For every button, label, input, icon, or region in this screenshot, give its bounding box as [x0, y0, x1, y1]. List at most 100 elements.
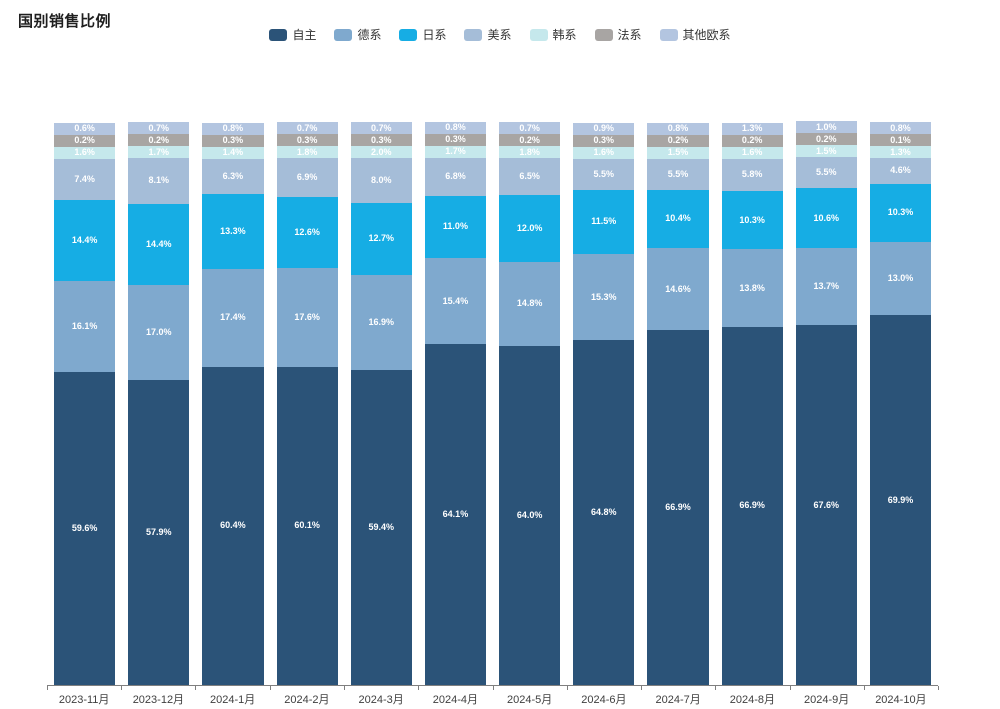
segment-德系-2024-6月[interactable]: 15.3% — [573, 254, 635, 341]
segment-value-label: 0.7% — [371, 122, 392, 133]
segment-韩系-2024-2月[interactable]: 1.8% — [276, 146, 338, 159]
segment-日系-2024-4月[interactable]: 11.0% — [424, 195, 487, 258]
segment-日系-2024-3月[interactable]: 12.7% — [350, 203, 412, 275]
segment-自主-2024-5月[interactable]: 64.0% — [499, 345, 561, 685]
segment-日系-2024-10月[interactable]: 10.3% — [869, 183, 932, 242]
segment-美系-2024-10月[interactable]: 4.6% — [869, 158, 932, 184]
x-axis-label-2024-2月: 2024-2月 — [284, 694, 330, 706]
segment-自主-2023-12月[interactable]: 57.9% — [128, 380, 190, 685]
segment-其他欧系-2024-6月[interactable]: 0.9% — [573, 122, 635, 135]
segment-法系-2024-3月[interactable]: 0.3% — [350, 134, 412, 147]
segment-韩系-2024-1月[interactable]: 1.4% — [202, 146, 264, 159]
segment-德系-2024-5月[interactable]: 14.8% — [499, 262, 561, 346]
segment-德系-2024-10月[interactable]: 13.0% — [869, 241, 932, 316]
segment-其他欧系-2024-8月[interactable]: 1.3% — [721, 122, 783, 135]
segment-韩系-2023-12月[interactable]: 1.7% — [128, 146, 190, 159]
bar-2024-2月: 60.1% 17.6% 12.6% 6.9% 1.8% 0.3% 0.7% — [276, 122, 338, 685]
segment-韩系-2024-3月[interactable]: 2.0% — [350, 146, 412, 159]
segment-自主-2024-3月[interactable]: 59.4% — [350, 369, 412, 685]
segment-德系-2024-1月[interactable]: 17.4% — [202, 268, 264, 367]
segment-德系-2024-9月[interactable]: 13.7% — [795, 248, 857, 326]
segment-美系-2024-1月[interactable]: 6.3% — [202, 158, 264, 195]
segment-其他欧系-2023-12月[interactable]: 0.7% — [128, 122, 190, 135]
segment-韩系-2024-6月[interactable]: 1.6% — [573, 146, 635, 159]
segment-日系-2024-8月[interactable]: 10.3% — [721, 191, 783, 250]
legend-item-自主[interactable]: 自主 — [269, 26, 316, 43]
segment-德系-2024-3月[interactable]: 16.9% — [350, 274, 412, 370]
segment-美系-2024-4月[interactable]: 6.8% — [424, 157, 487, 196]
segment-其他欧系-2024-5月[interactable]: 0.7% — [499, 122, 561, 135]
segment-德系-2023-12月[interactable]: 17.0% — [128, 284, 190, 381]
segment-法系-2024-7月[interactable]: 0.2% — [647, 134, 709, 147]
segment-value-label: 59.4% — [368, 521, 395, 532]
legend-item-德系[interactable]: 德系 — [334, 26, 381, 43]
segment-其他欧系-2024-7月[interactable]: 0.8% — [647, 122, 709, 135]
segment-其他欧系-2024-4月[interactable]: 0.8% — [424, 121, 487, 134]
segment-value-label: 1.0% — [816, 121, 837, 132]
segment-其他欧系-2024-1月[interactable]: 0.8% — [202, 122, 264, 135]
segment-德系-2024-8月[interactable]: 13.8% — [721, 249, 783, 327]
segment-法系-2023-12月[interactable]: 0.2% — [128, 134, 190, 147]
segment-自主-2024-9月[interactable]: 67.6% — [795, 325, 857, 685]
segment-自主-2024-2月[interactable]: 60.1% — [276, 366, 338, 685]
segment-自主-2023-11月[interactable]: 59.6% — [54, 371, 116, 685]
segment-德系-2024-7月[interactable]: 14.6% — [647, 248, 709, 331]
segment-其他欧系-2024-3月[interactable]: 0.7% — [350, 122, 412, 135]
segment-美系-2024-7月[interactable]: 5.5% — [647, 158, 709, 190]
segment-日系-2024-5月[interactable]: 12.0% — [499, 194, 561, 263]
segment-法系-2024-5月[interactable]: 0.2% — [499, 134, 561, 147]
segment-其他欧系-2024-9月[interactable]: 1.0% — [795, 121, 857, 134]
segment-自主-2024-6月[interactable]: 64.8% — [573, 340, 635, 685]
segment-美系-2024-9月[interactable]: 5.5% — [795, 157, 857, 189]
segment-法系-2024-10月[interactable]: 0.1% — [869, 134, 932, 147]
segment-其他欧系-2023-11月[interactable]: 0.6% — [54, 122, 116, 135]
segment-德系-2024-2月[interactable]: 17.6% — [276, 267, 338, 367]
segment-日系-2024-7月[interactable]: 10.4% — [647, 189, 709, 249]
segment-美系-2023-11月[interactable]: 7.4% — [54, 158, 116, 201]
segment-法系-2024-1月[interactable]: 0.3% — [202, 134, 264, 147]
legend-item-其他欧系[interactable]: 其他欧系 — [659, 26, 731, 43]
segment-自主-2024-1月[interactable]: 60.4% — [202, 366, 264, 685]
x-axis-labels: 2023-11月 2023-12月 2024-1月 2024-2月 2024-3月 202… — [47, 691, 938, 707]
segment-韩系-2023-11月[interactable]: 1.6% — [54, 146, 116, 159]
segment-美系-2024-3月[interactable]: 8.0% — [350, 158, 412, 204]
segment-美系-2024-8月[interactable]: 5.8% — [721, 158, 783, 192]
axis-tick — [121, 686, 123, 690]
segment-法系-2024-9月[interactable]: 0.2% — [795, 133, 857, 146]
segment-日系-2024-9月[interactable]: 10.6% — [795, 188, 857, 249]
segment-法系-2024-6月[interactable]: 0.3% — [573, 134, 635, 147]
segment-日系-2024-2月[interactable]: 12.6% — [276, 196, 338, 268]
segment-法系-2023-11月[interactable]: 0.2% — [54, 134, 116, 147]
segment-法系-2024-2月[interactable]: 0.3% — [276, 134, 338, 147]
segment-自主-2024-7月[interactable]: 66.9% — [647, 330, 709, 685]
segment-自主-2024-8月[interactable]: 66.9% — [721, 326, 783, 685]
segment-韩系-2024-10月[interactable]: 1.3% — [869, 146, 932, 159]
legend-item-美系[interactable]: 美系 — [464, 26, 512, 43]
segment-美系-2023-12月[interactable]: 8.1% — [128, 158, 190, 204]
segment-美系-2024-2月[interactable]: 6.9% — [276, 158, 338, 197]
segment-日系-2024-1月[interactable]: 13.3% — [202, 194, 264, 269]
segment-日系-2023-12月[interactable]: 14.4% — [128, 203, 190, 285]
legend-item-韩系[interactable]: 韩系 — [529, 26, 577, 43]
segment-法系-2024-4月[interactable]: 0.3% — [424, 133, 487, 146]
segment-自主-2024-10月[interactable]: 69.9% — [869, 315, 932, 685]
segment-自主-2024-4月[interactable]: 64.1% — [424, 344, 487, 685]
axis-tick — [863, 686, 865, 690]
segment-美系-2024-5月[interactable]: 6.5% — [499, 158, 561, 195]
segment-韩系-2024-5月[interactable]: 1.8% — [499, 146, 561, 159]
segment-韩系-2024-7月[interactable]: 1.5% — [647, 146, 709, 159]
legend-item-日系[interactable]: 日系 — [399, 26, 446, 43]
segment-其他欧系-2024-2月[interactable]: 0.7% — [276, 122, 338, 135]
segment-美系-2024-6月[interactable]: 5.5% — [573, 158, 635, 190]
segment-德系-2023-11月[interactable]: 16.1% — [54, 281, 116, 372]
segment-其他欧系-2024-10月[interactable]: 0.8% — [869, 122, 932, 135]
segment-韩系-2024-9月[interactable]: 1.5% — [795, 145, 857, 158]
legend-item-法系[interactable]: 法系 — [594, 26, 642, 43]
segment-日系-2024-6月[interactable]: 11.5% — [573, 189, 635, 255]
segment-法系-2024-8月[interactable]: 0.2% — [721, 134, 783, 147]
segment-value-label: 5.5% — [816, 167, 837, 178]
segment-德系-2024-4月[interactable]: 15.4% — [424, 257, 487, 345]
segment-日系-2023-11月[interactable]: 14.4% — [54, 200, 116, 282]
segment-韩系-2024-8月[interactable]: 1.6% — [721, 146, 783, 159]
segment-韩系-2024-4月[interactable]: 1.7% — [424, 145, 487, 158]
